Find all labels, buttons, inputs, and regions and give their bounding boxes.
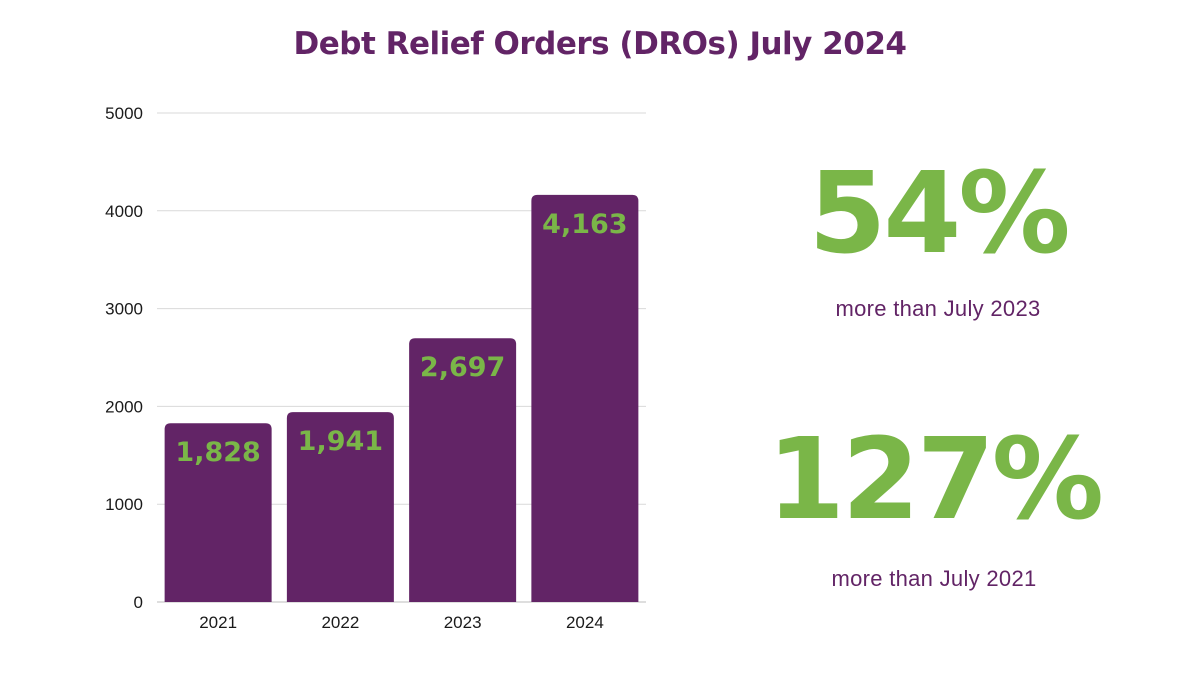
stat-vs-2021: 127% more than July 2021 bbox=[724, 424, 1144, 592]
chart-title: Debt Relief Orders (DROs) July 2024 bbox=[293, 26, 907, 62]
bars: 1,828 1,941 2,697 4,163 bbox=[164, 194, 639, 603]
bar-2022 bbox=[286, 412, 394, 602]
x-tick-label-2023: 2023 bbox=[444, 613, 482, 632]
y-tick-label: 3000 bbox=[105, 300, 143, 319]
x-axis-ticks: 2021 2022 2023 2024 bbox=[199, 613, 604, 632]
data-label-2024: 4,163 bbox=[542, 209, 627, 240]
x-tick-label-2022: 2022 bbox=[321, 613, 359, 632]
bar-2024 bbox=[531, 194, 639, 603]
stat-vs-2023-caption: more than July 2023 bbox=[835, 296, 1041, 321]
x-tick-label-2024: 2024 bbox=[566, 613, 604, 632]
x-tick-label-2021: 2021 bbox=[199, 613, 237, 632]
bar-2023 bbox=[409, 338, 517, 602]
y-tick-label: 2000 bbox=[105, 397, 143, 416]
stat-vs-2023-value: 54% bbox=[808, 149, 1070, 279]
bar-2021 bbox=[164, 423, 272, 602]
data-label-2022: 1,941 bbox=[298, 426, 383, 457]
bar-chart: 0 1000 2000 3000 4000 5000 1,828 1,941 2,697 4,1… bbox=[105, 104, 646, 632]
y-axis-ticks: 0 1000 2000 3000 4000 5000 bbox=[105, 104, 143, 612]
data-label-2021: 1,828 bbox=[175, 437, 260, 468]
y-tick-label: 4000 bbox=[105, 202, 143, 221]
stat-vs-2023: 54% more than July 2023 bbox=[728, 158, 1148, 322]
y-tick-label: 5000 bbox=[105, 104, 143, 123]
stat-vs-2021-value: 127% bbox=[766, 415, 1104, 545]
y-tick-label: 1000 bbox=[105, 495, 143, 514]
y-tick-label: 0 bbox=[134, 593, 143, 612]
data-label-2023: 2,697 bbox=[420, 352, 505, 383]
stat-vs-2021-caption: more than July 2021 bbox=[831, 566, 1037, 591]
